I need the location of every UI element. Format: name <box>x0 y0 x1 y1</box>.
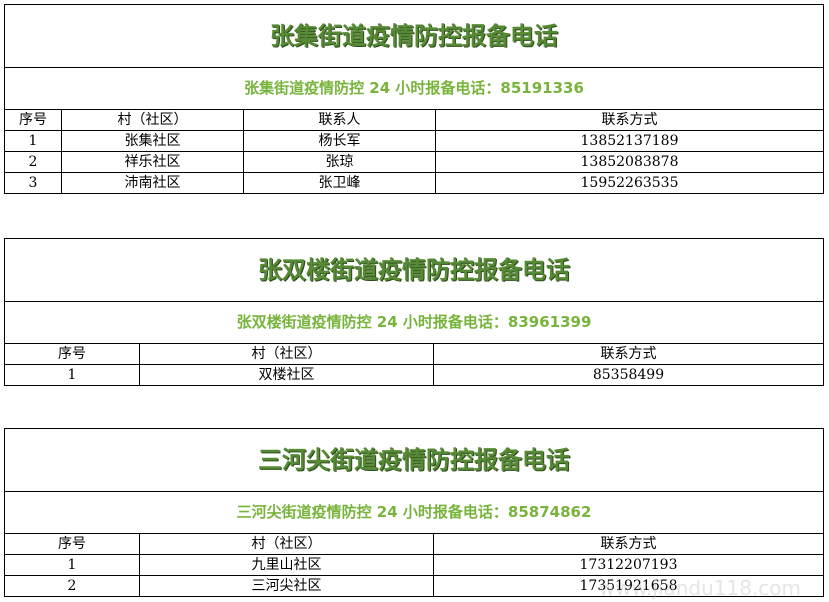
cell: 2 <box>4 575 140 597</box>
header-row: 序号 村（社区） 联系方式 <box>4 533 824 555</box>
table-title: 张双楼街道疫情防控报备电话 <box>4 238 824 302</box>
cell: 双楼社区 <box>139 364 434 386</box>
header-cell: 联系方式 <box>435 109 824 131</box>
header-cell: 序号 <box>4 343 140 365</box>
zhangji-table: 张集街道疫情防控报备电话 张集街道疫情防控 24 小时报备电话：85191336… <box>4 4 824 194</box>
header-cell: 联系人 <box>243 109 436 131</box>
cell: 17351921658 <box>433 575 824 597</box>
cell: 1 <box>4 554 140 576</box>
cell: 张卫峰 <box>243 172 436 194</box>
table-row: 1 双楼社区 85358499 <box>4 364 824 386</box>
cell: 17312207193 <box>433 554 824 576</box>
cell: 张琼 <box>243 151 436 173</box>
watermark: www.jiandu118.com <box>598 576 801 600</box>
table-subtitle: 张集街道疫情防控 24 小时报备电话：85191336 <box>4 67 824 110</box>
cell: 祥乐社区 <box>61 151 244 173</box>
table-row: 2 祥乐社区 张琼 13852083878 <box>4 151 824 173</box>
header-cell: 村（社区） <box>139 533 434 555</box>
header-cell: 村（社区） <box>61 109 244 131</box>
header-cell: 序号 <box>4 533 140 555</box>
cell: 3 <box>4 172 62 194</box>
header-row: 序号 村（社区） 联系方式 <box>4 343 824 365</box>
table-title: 三河尖街道疫情防控报备电话 <box>4 428 824 492</box>
cell: 13852083878 <box>435 151 824 173</box>
table-row: 3 沛南社区 张卫峰 15952263535 <box>4 172 824 194</box>
table-row: 1 九里山社区 17312207193 <box>4 554 824 576</box>
cell: 三河尖社区 <box>139 575 434 597</box>
sanhejian-table: 三河尖街道疫情防控报备电话 三河尖街道疫情防控 24 小时报备电话：858748… <box>4 428 824 597</box>
table-row: 2 三河尖社区 17351921658 <box>4 575 824 597</box>
cell: 杨长军 <box>243 130 436 152</box>
cell: 张集社区 <box>61 130 244 152</box>
table-title: 张集街道疫情防控报备电话 <box>4 4 824 68</box>
cell: 2 <box>4 151 62 173</box>
header-cell: 联系方式 <box>433 343 824 365</box>
table-subtitle: 张双楼街道疫情防控 24 小时报备电话：83961399 <box>4 301 824 344</box>
cell: 1 <box>4 130 62 152</box>
header-cell: 联系方式 <box>433 533 824 555</box>
header-cell: 村（社区） <box>139 343 434 365</box>
header-cell: 序号 <box>4 109 62 131</box>
table-subtitle: 三河尖街道疫情防控 24 小时报备电话：85874862 <box>4 491 824 534</box>
cell: 九里山社区 <box>139 554 434 576</box>
cell: 1 <box>4 364 140 386</box>
cell: 15952263535 <box>435 172 824 194</box>
cell: 85358499 <box>433 364 824 386</box>
cell: 沛南社区 <box>61 172 244 194</box>
header-row: 序号 村（社区） 联系人 联系方式 <box>4 109 824 131</box>
zhangshuanglou-table: 张双楼街道疫情防控报备电话 张双楼街道疫情防控 24 小时报备电话：839613… <box>4 238 824 386</box>
table-row: 1 张集社区 杨长军 13852137189 <box>4 130 824 152</box>
cell: 13852137189 <box>435 130 824 152</box>
